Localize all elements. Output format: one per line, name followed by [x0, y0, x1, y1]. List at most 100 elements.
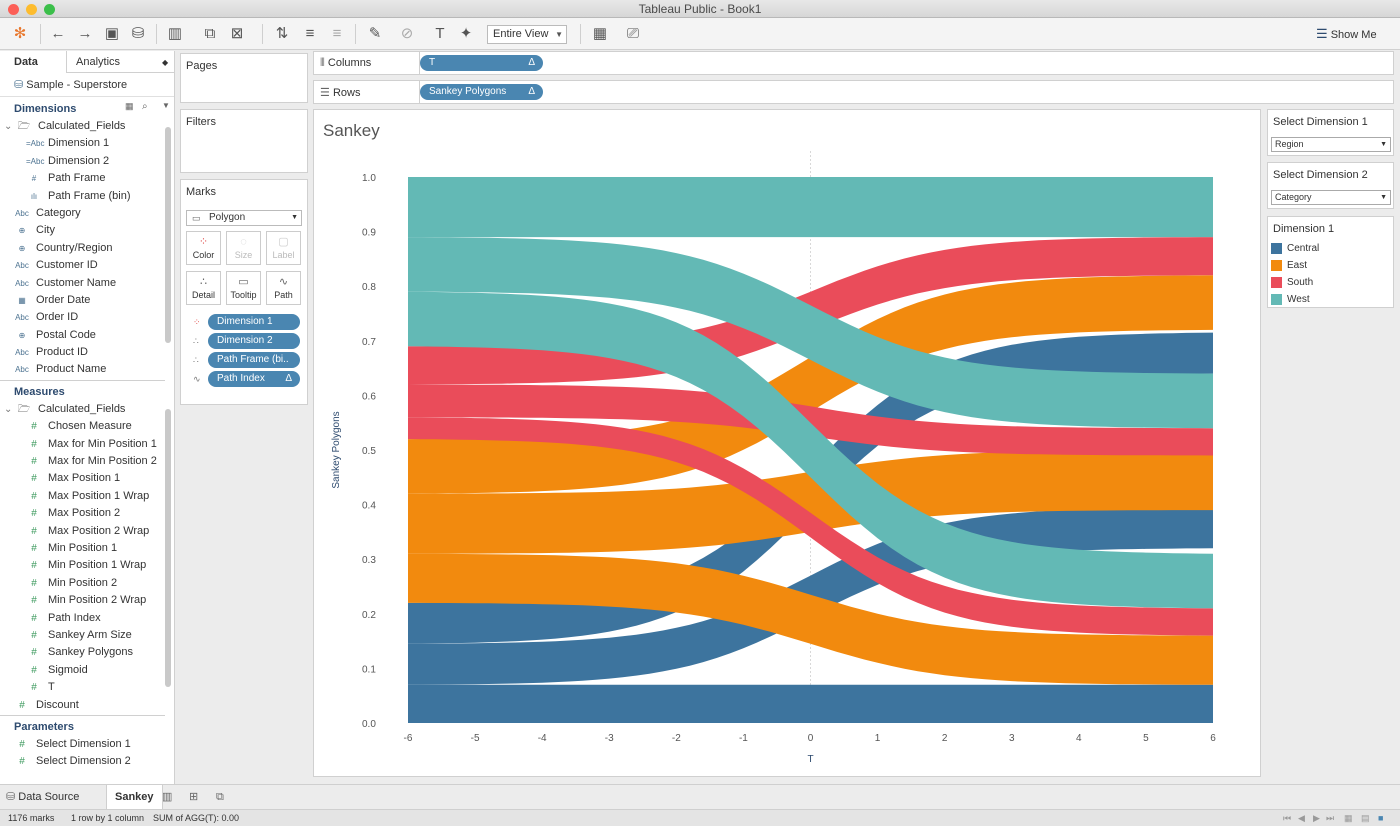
new-data-source-icon[interactable]: ⛁	[131, 25, 145, 42]
parameter-select-dimension-2[interactable]: Category ▼	[1271, 190, 1391, 205]
field-item[interactable]: Abc Order ID	[0, 309, 174, 326]
sort-descending-icon[interactable]: ≡	[332, 25, 342, 42]
tableau-logo-icon[interactable]: ✻	[13, 25, 27, 42]
chevron-down-icon[interactable]: ⌄	[4, 121, 13, 132]
new-story-icon[interactable]: ⧉	[216, 791, 224, 803]
field-item[interactable]: # Chosen Measure	[0, 418, 174, 435]
tab-sankey[interactable]: Sankey	[106, 785, 163, 809]
sheet-nav-prev-icon[interactable]: ◀	[1298, 813, 1305, 823]
label-button[interactable]: ▢ Label	[266, 231, 301, 265]
field-item[interactable]: # Path Frame	[0, 170, 174, 187]
field-item[interactable]: Abc Product ID	[0, 344, 174, 361]
pages-card[interactable]: Pages	[180, 53, 308, 103]
field-item[interactable]: ⌄ 🗁 Calculated_Fields	[0, 118, 174, 135]
field-item[interactable]: # Path Index	[0, 610, 174, 627]
field-item[interactable]: # Max Position 2	[0, 505, 174, 522]
highlight-icon[interactable]: ✎	[368, 25, 382, 42]
field-item[interactable]: ⊕ Postal Code	[0, 327, 174, 344]
columns-pill-t[interactable]: T Δ	[420, 55, 543, 71]
new-worksheet-icon[interactable]: ▥	[162, 791, 173, 803]
save-icon[interactable]: ▣	[104, 25, 120, 42]
field-item[interactable]: # Max Position 1 Wrap	[0, 488, 174, 505]
field-item[interactable]: ⌄ 🗁 Calculated_Fields	[0, 401, 174, 418]
data-source-item[interactable]: ⛁ Sample - Superstore	[0, 73, 174, 97]
field-item[interactable]: Abc Customer Name	[0, 275, 174, 292]
tooltip-button[interactable]: ▭ Tooltip	[226, 271, 261, 305]
field-item[interactable]: # Discount	[0, 697, 174, 714]
field-item[interactable]: # T	[0, 679, 174, 696]
field-item[interactable]: # Max Position 2 Wrap	[0, 523, 174, 540]
tab-data[interactable]: Data	[14, 56, 38, 68]
mark-pill-dimension-1[interactable]: Dimension 1	[208, 314, 300, 330]
field-item[interactable]: # Min Position 2	[0, 575, 174, 592]
size-button[interactable]: ◌ Size	[226, 231, 261, 265]
swap-rows-columns-icon[interactable]: ⇅	[275, 25, 289, 42]
field-item[interactable]: # Min Position 2 Wrap	[0, 592, 174, 609]
field-item[interactable]: ⊕ City	[0, 222, 174, 239]
path-button[interactable]: ∿ Path	[266, 271, 301, 305]
zoom-window-icon[interactable]	[44, 4, 55, 15]
sort-ascending-icon[interactable]: ≡	[305, 25, 315, 42]
sheet-nav-next-icon[interactable]: ▶	[1313, 813, 1320, 823]
view-mode-icon[interactable]: ▦	[125, 101, 134, 111]
mark-pill-dimension-2[interactable]: Dimension 2	[208, 333, 300, 349]
sheet-nav-last-icon[interactable]: ⏭	[1326, 813, 1335, 823]
field-item[interactable]: # Sankey Arm Size	[0, 627, 174, 644]
field-item[interactable]: # Select Dimension 1	[0, 736, 174, 753]
field-item[interactable]: Abc Category	[0, 205, 174, 222]
fit-select[interactable]: Entire View ▼	[487, 25, 567, 44]
duplicate-sheet-icon[interactable]: ⧉	[204, 25, 216, 42]
new-worksheet-icon[interactable]: ▥	[167, 25, 183, 42]
field-item[interactable]: Abc Product Name	[0, 361, 174, 378]
show-me-button[interactable]: ☰ Show Me	[1316, 26, 1377, 42]
field-item[interactable]: # Min Position 1 Wrap	[0, 557, 174, 574]
color-button[interactable]: ⁘ Color	[186, 231, 221, 265]
field-item[interactable]: # Select Dimension 2	[0, 753, 174, 770]
mark-type-select[interactable]: ▭ Polygon ▼	[186, 210, 302, 226]
detail-button[interactable]: ∴ Detail	[186, 271, 221, 305]
tabs-menu-icon[interactable]: ◆	[162, 58, 169, 67]
field-item[interactable]: # Sigmoid	[0, 662, 174, 679]
measures-scrollbar[interactable]	[165, 409, 171, 687]
search-icon[interactable]: ⌕	[142, 101, 148, 112]
tab-analytics[interactable]: Analytics	[76, 56, 121, 68]
field-item[interactable]: # Max for Min Position 2	[0, 453, 174, 470]
columns-shelf[interactable]: ⦀ Columns T Δ	[313, 51, 1394, 75]
rows-pill-sankey-polygons[interactable]: Sankey Polygons Δ	[420, 84, 543, 100]
sheet-sorter-icon[interactable]: ▦	[1344, 813, 1353, 823]
clear-sheet-icon[interactable]: ⊠	[230, 25, 244, 42]
mark-pill-path-index[interactable]: Path Index Δ	[208, 371, 300, 387]
tab-data-source[interactable]: ⛁ Data Source	[6, 785, 79, 809]
chevron-down-icon[interactable]: ⌄	[4, 403, 13, 415]
presentation-mode-icon[interactable]: ⎚	[626, 25, 639, 42]
close-window-icon[interactable]	[8, 4, 19, 15]
fix-axes-icon[interactable]: ✦	[459, 25, 473, 42]
undo-icon[interactable]: ←	[50, 25, 66, 42]
pane-menu-icon[interactable]: ▼	[162, 101, 170, 110]
field-item[interactable]: # Max Position 1	[0, 470, 174, 487]
tabs-view-icon[interactable]: ■	[1378, 813, 1384, 823]
minimize-window-icon[interactable]	[26, 4, 37, 15]
show-cards-icon[interactable]: ▦	[592, 25, 608, 42]
sankey-chart[interactable]: 0.0 0.1 0.2 0.3 0.4 0.5 0.6 0.7 0.8 0.9 1.0 -6 -5 -4 -…	[314, 110, 1260, 776]
sheet-nav-first-icon[interactable]: ⏮	[1283, 813, 1292, 823]
dimensions-scrollbar[interactable]	[165, 127, 171, 343]
group-members-icon[interactable]: ⊘	[400, 25, 414, 42]
filters-card[interactable]: Filters	[180, 109, 308, 173]
field-item[interactable]: ⊕ Country/Region	[0, 240, 174, 257]
field-item[interactable]: # Max for Min Position 1	[0, 436, 174, 453]
field-item[interactable]: =Abc Dimension 1	[0, 135, 174, 152]
filmstrip-icon[interactable]: ▤	[1361, 813, 1370, 823]
field-item[interactable]: ılı Path Frame (bin)	[0, 188, 174, 205]
field-item[interactable]: # Sankey Polygons	[0, 644, 174, 661]
redo-icon[interactable]: →	[77, 25, 93, 42]
rows-shelf[interactable]: ☰ Rows Sankey Polygons Δ	[313, 80, 1394, 104]
show-mark-labels-icon[interactable]: T	[435, 25, 445, 42]
field-item[interactable]: =Abc Dimension 2	[0, 153, 174, 170]
new-dashboard-icon[interactable]: ⊞	[189, 791, 199, 803]
field-item[interactable]: ▦ Order Date	[0, 292, 174, 309]
field-item[interactable]: # Min Position 1	[0, 540, 174, 557]
mark-pill-path-frame-bin[interactable]: Path Frame (bi..	[208, 352, 300, 368]
parameter-select-dimension-1[interactable]: Region ▼	[1271, 137, 1391, 152]
field-item[interactable]: Abc Customer ID	[0, 257, 174, 274]
